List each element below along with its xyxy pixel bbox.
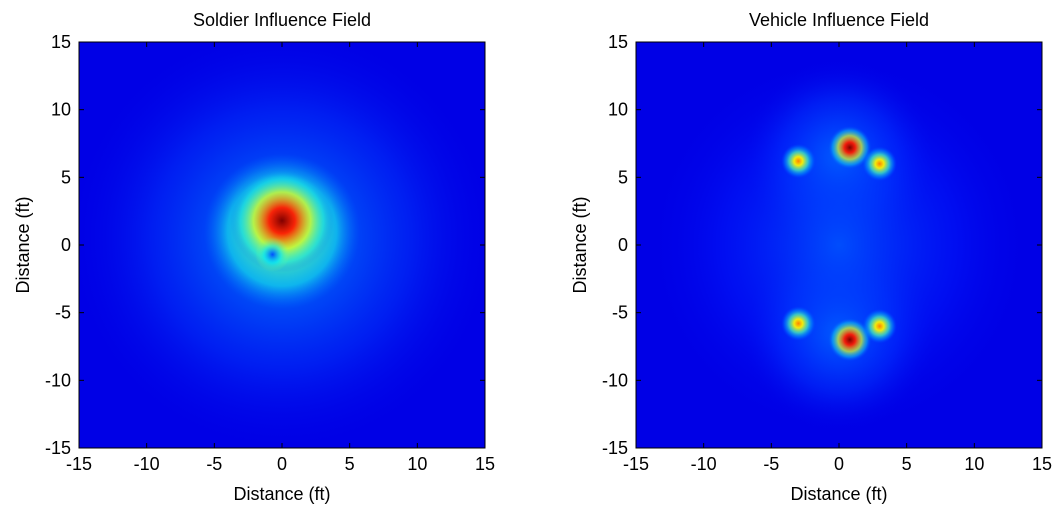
x-tick-label: -5 bbox=[763, 454, 779, 474]
x-axis-label: Distance (ft) bbox=[233, 484, 330, 504]
x-tick-label: -5 bbox=[206, 454, 222, 474]
field-peak bbox=[230, 168, 334, 273]
y-tick-label: 5 bbox=[61, 167, 71, 187]
y-tick-label: 0 bbox=[61, 235, 71, 255]
field-halo bbox=[644, 50, 1034, 440]
field-peak bbox=[828, 125, 872, 170]
chart-title: Vehicle Influence Field bbox=[749, 10, 929, 30]
y-tick-label: -5 bbox=[612, 303, 628, 323]
y-tick-label: 15 bbox=[608, 32, 628, 52]
y-tick-label: 0 bbox=[618, 235, 628, 255]
y-axis-label: Distance (ft) bbox=[13, 196, 33, 293]
x-tick-label: 5 bbox=[345, 454, 355, 474]
field-peak bbox=[781, 306, 816, 341]
chart-panel-2: -15 -10 -5 0 5 10 15 -15 -10 -5 0 5 10 15 Vehicle Infl… bbox=[570, 10, 1052, 504]
x-tick-label: -15 bbox=[623, 454, 649, 474]
x-tick-label: -15 bbox=[66, 454, 92, 474]
field-peak bbox=[862, 146, 897, 182]
heatmap-field bbox=[644, 50, 1034, 440]
y-tick-label: 10 bbox=[608, 100, 628, 120]
x-axis-label: Distance (ft) bbox=[790, 484, 887, 504]
chart-title: Soldier Influence Field bbox=[193, 10, 371, 30]
y-tick-label: -10 bbox=[602, 370, 628, 390]
field-peak bbox=[781, 143, 816, 179]
chart-panel-1: -15 -10 -5 0 5 10 15 -15 -10 -5 0 5 10 15 Soldier Infl… bbox=[13, 10, 495, 504]
x-tick-label: 15 bbox=[1032, 454, 1052, 474]
y-tick-label: 10 bbox=[51, 100, 71, 120]
x-tick-label: 0 bbox=[277, 454, 287, 474]
y-tick-label: 15 bbox=[51, 32, 71, 52]
x-tick-label: -10 bbox=[691, 454, 717, 474]
x-tick-label: 0 bbox=[834, 454, 844, 474]
y-tick-label: -10 bbox=[45, 370, 71, 390]
x-tick-label: 15 bbox=[475, 454, 495, 474]
x-tick-label: -10 bbox=[134, 454, 160, 474]
field-peak bbox=[862, 308, 897, 344]
y-tick-label: -15 bbox=[602, 438, 628, 458]
y-tick-label: -15 bbox=[45, 438, 71, 458]
x-tick-label: 10 bbox=[407, 454, 427, 474]
y-axis-label: Distance (ft) bbox=[570, 196, 590, 293]
field-dip bbox=[255, 237, 290, 272]
heatmap-field bbox=[79, 42, 485, 448]
y-tick-label: 5 bbox=[618, 167, 628, 187]
x-tick-label: 10 bbox=[964, 454, 984, 474]
x-tick-label: 5 bbox=[902, 454, 912, 474]
field-peak bbox=[828, 318, 872, 362]
y-tick-label: -5 bbox=[55, 303, 71, 323]
